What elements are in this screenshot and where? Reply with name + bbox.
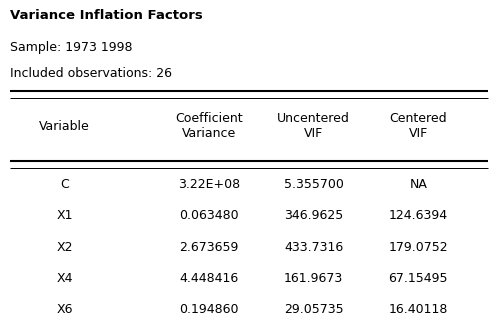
Text: X4: X4 [56, 272, 73, 285]
Text: 29.05735: 29.05735 [284, 303, 344, 313]
Text: Variable: Variable [39, 120, 90, 133]
Text: X1: X1 [56, 209, 73, 222]
Text: 433.7316: 433.7316 [284, 241, 343, 254]
Text: 67.15495: 67.15495 [388, 272, 448, 285]
Text: 346.9625: 346.9625 [284, 209, 343, 222]
Text: 3.22E+08: 3.22E+08 [178, 178, 240, 191]
Text: 16.40118: 16.40118 [388, 303, 448, 313]
Text: Included observations: 26: Included observations: 26 [10, 67, 172, 80]
Text: Uncentered
VIF: Uncentered VIF [277, 112, 350, 140]
Text: 4.448416: 4.448416 [180, 272, 239, 285]
Text: 0.063480: 0.063480 [179, 209, 239, 222]
Text: X2: X2 [56, 241, 73, 254]
Text: 2.673659: 2.673659 [179, 241, 239, 254]
Text: 5.355700: 5.355700 [284, 178, 344, 191]
Text: Sample: 1973 1998: Sample: 1973 1998 [10, 41, 132, 54]
Text: 124.6394: 124.6394 [389, 209, 448, 222]
Text: 161.9673: 161.9673 [284, 272, 343, 285]
Text: 179.0752: 179.0752 [388, 241, 448, 254]
Text: Centered
VIF: Centered VIF [389, 112, 447, 140]
Text: NA: NA [409, 178, 427, 191]
Text: 0.194860: 0.194860 [179, 303, 239, 313]
Text: Coefficient
Variance: Coefficient Variance [175, 112, 243, 140]
Text: Variance Inflation Factors: Variance Inflation Factors [10, 9, 203, 22]
Text: C: C [60, 178, 69, 191]
Text: X6: X6 [56, 303, 73, 313]
